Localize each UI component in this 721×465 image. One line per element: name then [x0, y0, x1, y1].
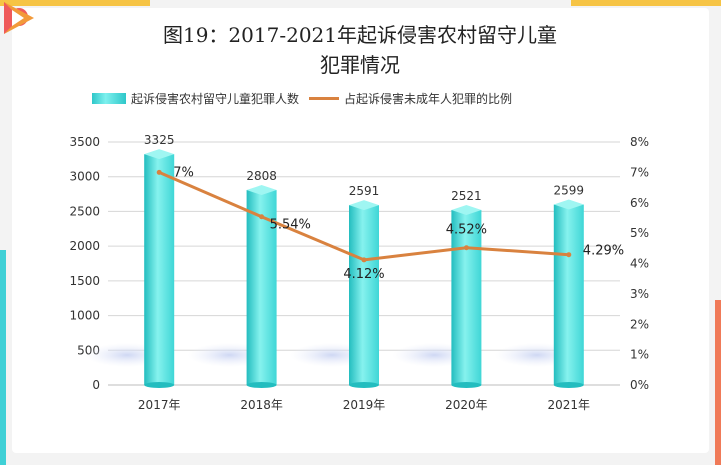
y-left-tick-label: 0: [92, 378, 100, 392]
y-right-tick-label: 2%: [630, 317, 649, 331]
x-tick-label: 2020年: [445, 398, 488, 412]
legend-label-line: 占起诉侵害未成年人犯罪的比例: [344, 91, 513, 106]
x-tick-label: 2017年: [138, 398, 181, 412]
y-left-tick-label: 2500: [69, 204, 100, 218]
bar-value-label: 2808: [246, 169, 277, 183]
bar: [553, 204, 584, 385]
line-point: [361, 257, 367, 263]
y-left-tick-label: 1000: [69, 309, 100, 323]
y-right-tick-label: 7%: [630, 165, 649, 179]
bar-top: [144, 149, 175, 160]
y-left-tick-label: 2000: [69, 239, 100, 253]
line-value-label: 5.54%: [270, 218, 311, 233]
y-left-tick-label: 3000: [69, 170, 100, 184]
legend: 起诉侵害农村留守儿童犯罪人数 占起诉侵害未成年人犯罪的比例: [92, 90, 512, 106]
legend-swatch-bar: [92, 92, 126, 104]
y-right-tick-label: 1%: [630, 348, 649, 362]
bar: [349, 205, 379, 385]
y-right-tick-label: 4%: [630, 257, 649, 271]
y-right-tick-label: 8%: [630, 135, 649, 149]
decor-band-top-left: [0, 0, 150, 6]
y-left-tick-label: 1500: [69, 274, 100, 288]
chart-title-line2: 犯罪情况: [320, 53, 400, 77]
bar-top: [349, 200, 379, 211]
legend-swatch-line: [309, 96, 340, 100]
decor-band-top-right: [571, 0, 721, 6]
chart-title: 图19：2017-2021年起诉侵害农村留守儿童 犯罪情况: [90, 20, 630, 80]
bar-base: [246, 382, 277, 388]
bar: [451, 209, 482, 385]
decor-band-right: [715, 300, 721, 465]
bar: [144, 154, 175, 385]
bar-value-label: 2599: [554, 184, 585, 198]
line-value-label: 4.29%: [583, 244, 624, 259]
y-right-tick-label: 3%: [630, 287, 649, 301]
legend-label-bar: 起诉侵害农村留守儿童犯罪人数: [131, 91, 300, 106]
line-point: [566, 252, 572, 258]
chart-title-line1: 图19：2017-2021年起诉侵害农村留守儿童: [162, 23, 557, 47]
y-right-tick-label: 6%: [630, 196, 649, 210]
bar-base: [144, 382, 175, 388]
line-value-label: 4.52%: [446, 223, 487, 238]
x-tick-label: 2019年: [343, 398, 386, 412]
y-left-tick-label: 3500: [69, 135, 100, 149]
y-right-tick-label: 0%: [630, 378, 649, 392]
x-tick-label: 2018年: [240, 398, 283, 412]
bar-base: [349, 382, 379, 388]
line-value-label: 4.12%: [343, 267, 384, 282]
line-point: [156, 169, 162, 175]
bar-base: [553, 382, 584, 388]
decor-band-left: [0, 250, 6, 465]
bar-top: [553, 199, 584, 210]
bar-base: [451, 382, 482, 388]
play-logo-icon: [4, 2, 34, 34]
y-right-tick-label: 5%: [630, 226, 649, 240]
line-point: [259, 214, 265, 220]
bar-top: [246, 185, 277, 196]
line-value-label: 7%: [173, 165, 194, 180]
x-tick-label: 2021年: [548, 398, 591, 412]
bar-top: [451, 204, 482, 215]
bar-value-label: 3325: [144, 133, 175, 147]
bar-value-label: 2591: [349, 184, 380, 198]
line-point: [463, 245, 469, 251]
bar-value-label: 2521: [451, 189, 482, 203]
